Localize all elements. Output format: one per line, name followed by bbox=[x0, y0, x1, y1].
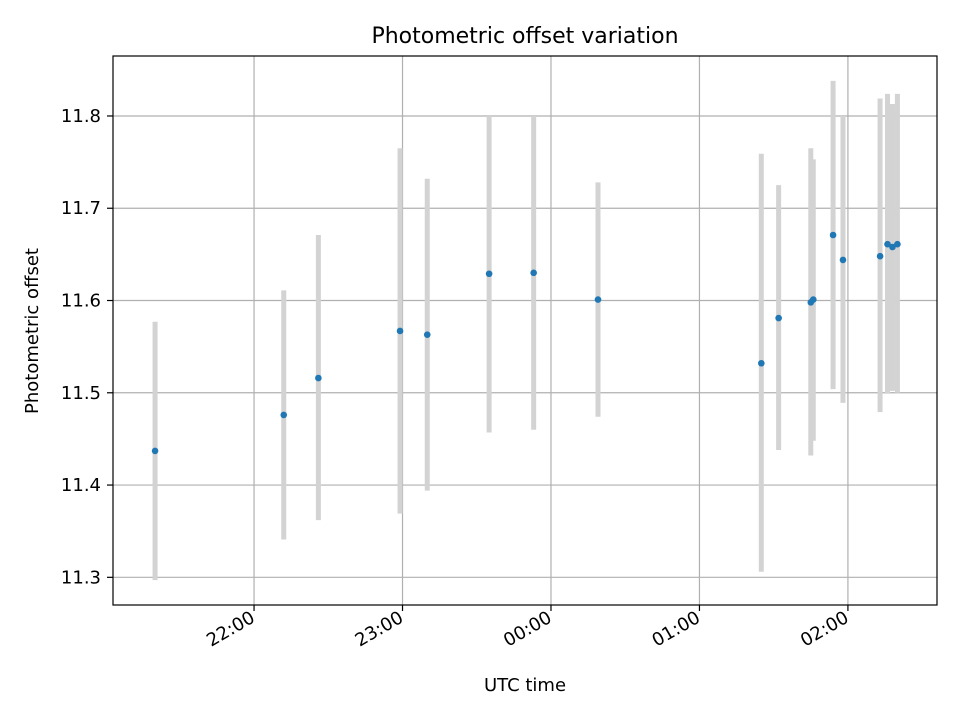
data-point bbox=[876, 252, 884, 260]
data-point bbox=[775, 314, 782, 322]
y-tick-label: 11.6 bbox=[61, 291, 101, 312]
data-point bbox=[809, 296, 817, 303]
y-axis-title: Photometric offset bbox=[22, 248, 43, 414]
data-point bbox=[758, 359, 765, 367]
y-tick-label: 11.8 bbox=[61, 106, 101, 127]
data-point bbox=[530, 269, 537, 277]
plot-frame bbox=[112, 55, 938, 606]
data-point bbox=[315, 374, 322, 382]
data-point bbox=[594, 296, 602, 303]
data-point bbox=[839, 256, 847, 264]
data-point bbox=[894, 240, 901, 248]
y-tick-label: 11.4 bbox=[61, 475, 101, 496]
y-axis: 11.3 11.4 11.5 11.6 11.7 11.8 bbox=[61, 106, 113, 588]
data-point bbox=[485, 270, 493, 278]
chart-title: Photometric offset variation bbox=[371, 24, 678, 49]
data-point bbox=[151, 447, 159, 455]
data-point bbox=[884, 240, 891, 248]
data-point bbox=[396, 327, 404, 335]
data-point bbox=[829, 231, 837, 239]
marker-layer bbox=[151, 231, 901, 455]
data-point bbox=[423, 331, 431, 338]
y-tick-label: 11.3 bbox=[61, 567, 101, 588]
grid-layer bbox=[113, 56, 937, 605]
x-axis-title: UTC time bbox=[484, 675, 566, 696]
data-point bbox=[889, 243, 896, 251]
y-tick-label: 11.5 bbox=[61, 383, 101, 404]
data-point bbox=[280, 411, 288, 419]
y-tick-label: 11.7 bbox=[61, 198, 101, 219]
